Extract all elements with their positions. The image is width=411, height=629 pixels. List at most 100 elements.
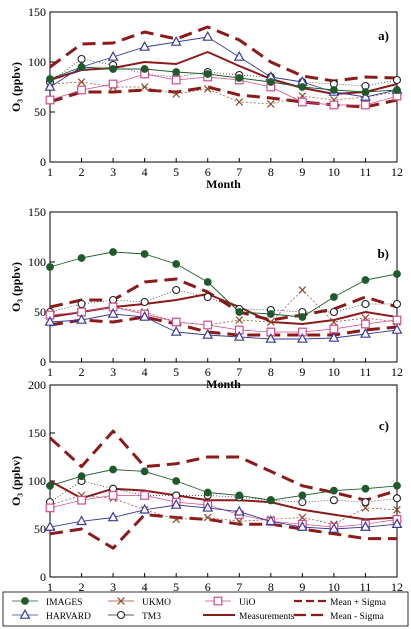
data-point-images [109,65,117,73]
data-point-images [203,70,212,78]
data-point-harvard [107,50,119,61]
x-tick-label: 11 [360,365,372,379]
data-point-images [77,63,86,71]
x-tick-label: 7 [236,580,242,594]
data-point-images [330,486,338,495]
plot-frame [49,211,398,363]
data-point-harvard [202,30,214,41]
x-tick-label: 3 [110,580,116,594]
data-point-ukmo [235,316,244,324]
series-line-mean-sigma [49,277,398,322]
data-point-images [298,491,307,500]
data-point-harvard [233,505,245,516]
legend-frame [2,591,409,627]
data-point-images [235,308,244,316]
x-tick-label: 10 [328,365,340,379]
series-harvard [44,30,403,101]
series-harvard [44,307,403,343]
data-point-tm3 [361,498,370,507]
data-point-images [77,254,86,262]
data-point-tm3 [109,295,118,305]
data-point-harvard [139,310,151,321]
series-mean-sigma [48,429,398,502]
data-point-ukmo [203,513,212,522]
data-point-uio [108,491,118,500]
panel-label: b) [377,246,389,261]
data-point-tm3 [392,299,402,309]
data-point-harvard [107,307,119,318]
y-axis-label: O₃ (ppbv) [9,62,23,112]
legend-item-mean-sigma: Mean - Sigma [294,612,385,622]
data-point-ukmo [298,513,307,522]
legend-item-ukmo: UKMO [108,597,171,608]
legend-label: UKMO [142,598,171,608]
x-tick-label: 1 [47,365,53,379]
data-point-tm3 [329,496,338,505]
x-tick-label: 9 [299,365,305,379]
data-point-ukmo [140,83,149,91]
data-point-images [266,310,275,318]
x-tick-label: 12 [391,580,403,594]
y-tick-label: 0 [40,155,46,169]
data-point-uio [77,495,86,505]
x-tick-label: 2 [79,165,85,179]
x-tick-label: 6 [205,580,211,594]
data-point-images [266,496,275,505]
series-uio [45,302,402,337]
series-line-tm3 [49,58,398,87]
series-mean-sigma [49,85,398,109]
series-uio [45,491,402,532]
series-line-uio [49,73,398,106]
y-tick-label: 0 [40,355,46,369]
series-tm3 [45,54,402,91]
series-line-harvard [49,313,398,340]
x-tick-label: 11 [360,580,372,594]
data-point-uio [77,85,86,95]
x-tick-label: 6 [205,165,211,179]
data-point-harvard [76,313,87,324]
data-point-ukmo [235,98,244,106]
data-point-images [361,88,370,96]
x-tick-label: 7 [236,165,242,179]
panel-label: a) [378,28,389,43]
data-point-images [266,78,275,86]
data-point-uio [329,100,339,110]
legend-label: Measurements [239,612,295,622]
legend-item-mean-sigma: Mean + Sigma [294,598,387,608]
series-line-mean-sigma [49,85,398,109]
x-tick-label: 2 [79,365,85,379]
legend-swatch-marker [116,610,126,620]
x-tick-label: 10 [328,580,340,594]
data-point-tm3 [298,498,307,507]
legend-label: HARVARD [46,612,91,622]
data-point-uio [171,317,181,327]
legend-swatch-marker [21,597,29,605]
data-point-tm3 [77,299,86,309]
legend-item-harvard: HARVARD [12,608,91,622]
series-line-images [49,66,398,93]
series-mean-sigma [49,25,398,83]
data-point-ukmo [172,515,181,524]
data-point-uio [361,100,370,110]
x-tick-label: 9 [299,580,305,594]
data-point-images [361,484,370,493]
data-point-images [140,250,149,258]
data-point-images [235,491,244,500]
data-point-uio [45,95,55,105]
data-point-ukmo [172,90,181,98]
series-line-mean-sigma [48,429,398,502]
data-point-harvard [328,331,340,342]
data-point-harvard [202,501,214,512]
data-point-uio [140,491,150,500]
data-point-images [77,472,86,481]
series-tm3 [45,476,402,507]
data-point-harvard [170,325,182,336]
data-point-images [109,248,117,256]
series-line-tm3 [49,480,398,503]
data-point-uio [108,79,118,89]
data-point-harvard [139,503,151,514]
data-point-images [393,481,401,490]
y-tick-label: 50 [34,305,46,319]
y-tick-label: 100 [28,55,46,69]
